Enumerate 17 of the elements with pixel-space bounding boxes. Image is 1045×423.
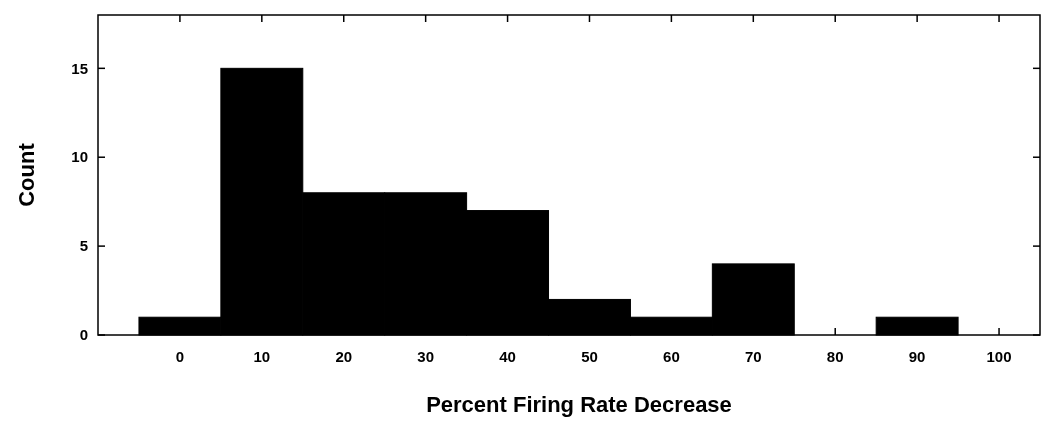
- x-tick-label: 90: [908, 348, 926, 365]
- y-tick-label: 0: [79, 326, 88, 344]
- x-tick-label: 40: [499, 348, 516, 365]
- x-tick-label: 50: [581, 348, 598, 365]
- x-tick-label: 60: [663, 348, 680, 365]
- x-tick-label: 80: [826, 348, 844, 365]
- x-tick-label: 20: [335, 348, 353, 365]
- x-tick-label: 70: [744, 348, 762, 365]
- y-tick-label: 10: [71, 148, 88, 166]
- y-tick-label: 15: [71, 59, 88, 77]
- x-tick-label: 100: [986, 348, 1012, 365]
- y-tick-label: 5: [79, 237, 88, 255]
- x-tick-label: 10: [253, 348, 271, 365]
- y-axis-title: Count: [14, 142, 39, 207]
- x-axis-title: Percent Firing Rate Decrease: [426, 392, 732, 417]
- x-tick-label: 0: [175, 348, 185, 365]
- x-tick-label: 30: [417, 348, 434, 365]
